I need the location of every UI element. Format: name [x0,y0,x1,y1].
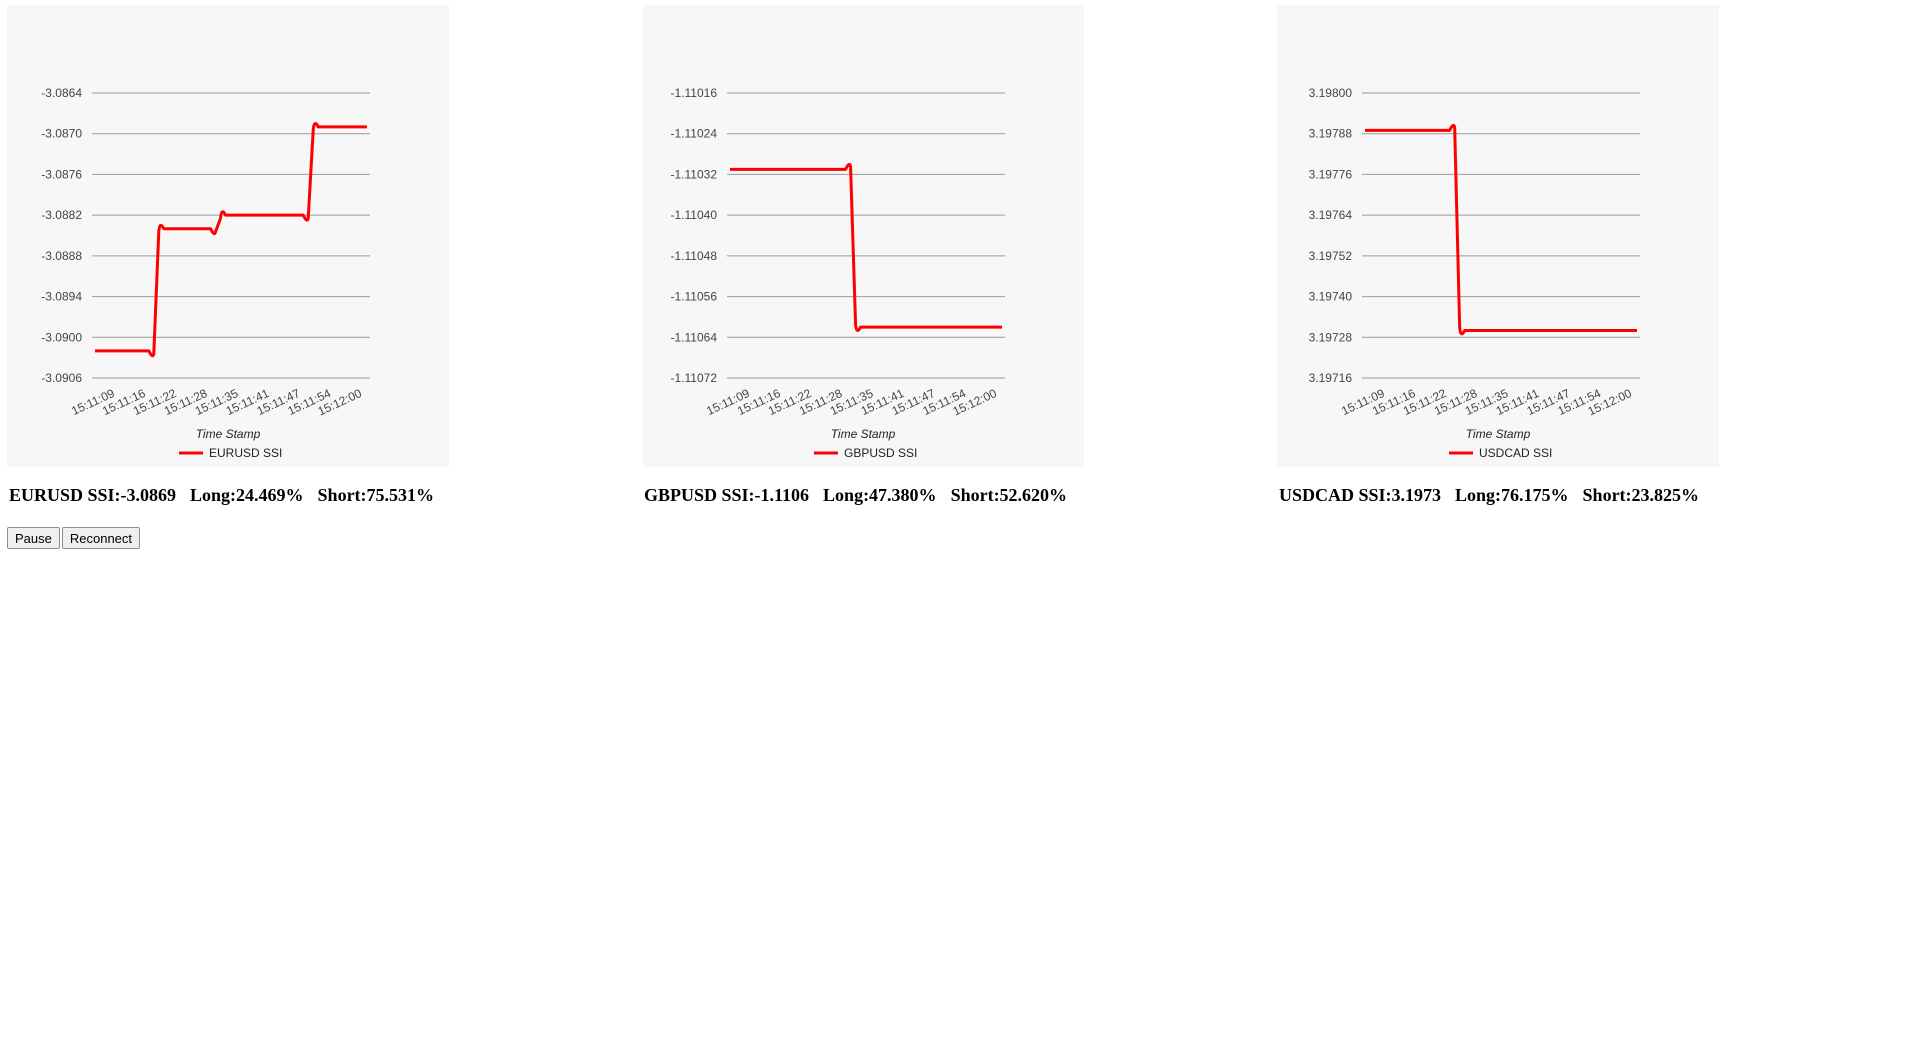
y-tick-label: -1.11024 [671,127,718,141]
y-tick-label: -3.0882 [41,208,82,222]
ssi-value: GBPUSD SSI:-1.1106 [644,485,810,505]
y-tick-label: -3.0906 [41,371,82,385]
y-tick-label: -3.0864 [41,86,82,100]
chart-gbpusd: -1.11016 -1.11024 -1.11032 -1.11040 -1.11048… [642,5,1084,467]
pause-button[interactable]: Pause [7,527,60,549]
x-axis-title: Time Stamp [1466,427,1531,441]
y-tick-label: -3.0876 [41,167,82,181]
reconnect-button[interactable]: Reconnect [61,527,141,549]
y-tick-label: -1.11056 [671,290,718,304]
y-tick-label: -1.11016 [671,86,718,100]
x-axis-title: Time Stamp [196,427,261,441]
series-line [1365,123,1637,336]
short-value: Short:52.620% [950,485,1068,505]
long-value: Long:76.175% [1455,485,1569,505]
controls-bar: Pause Reconnect [7,527,142,549]
legend-label: GBPUSD SSI [844,446,917,460]
y-tick-label: -1.11064 [671,330,718,344]
series-line [730,162,1002,332]
chart-svg-eurusd: -3.0864 -3.0870 -3.0876 -3.0882 -3.0888 -3.08… [41,86,370,460]
y-tick-label: -1.11040 [671,208,718,222]
y-tick-label: 3.19728 [1309,330,1353,344]
chart-eurusd: -3.0864 -3.0870 -3.0876 -3.0882 -3.0888 -3.08… [7,5,449,467]
chart-usdcad: 3.19800 3.19788 3.19776 3.19764 3.19752 3.197… [1277,5,1719,467]
stats-usdcad: USDCAD SSI:3.1973 Long:76.175% Short:23.82… [1277,485,1719,506]
chart-panel-gbpusd: -1.11016 -1.11024 -1.11032 -1.11040 -1.11048… [642,5,1084,506]
x-axis-title: Time Stamp [831,427,896,441]
y-tick-label: 3.19788 [1309,127,1353,141]
y-tick-label: 3.19716 [1309,371,1353,385]
stats-gbpusd: GBPUSD SSI:-1.1106 Long:47.380% Short:52.6… [642,485,1084,506]
y-tick-label: 3.19800 [1309,86,1353,100]
ssi-value: EURUSD SSI:-3.0869 [9,485,177,505]
y-tick-label: 3.19764 [1309,208,1353,222]
short-value: Short:23.825% [1582,485,1700,505]
series-line [95,122,367,358]
long-value: Long:24.469% [190,485,304,505]
y-tick-label: -1.11072 [671,371,718,385]
stats-eurusd: EURUSD SSI:-3.0869 Long:24.469% Short:75.5… [7,485,449,506]
y-tick-label: -3.0888 [41,249,82,263]
y-tick-label: 3.19740 [1309,290,1353,304]
legend-label: EURUSD SSI [209,446,282,460]
ssi-value: USDCAD SSI:3.1973 [1279,485,1442,505]
y-tick-label: -3.0870 [41,127,82,141]
y-tick-label: 3.19752 [1309,249,1353,263]
y-tick-label: -1.11048 [671,249,718,263]
y-tick-label: -3.0900 [41,330,82,344]
y-tick-label: -3.0894 [41,290,82,304]
long-value: Long:47.380% [823,485,937,505]
y-tick-label: 3.19776 [1309,167,1353,181]
chart-panel-eurusd: -3.0864 -3.0870 -3.0876 -3.0882 -3.0888 -3.08… [7,5,449,506]
chart-svg-usdcad: 3.19800 3.19788 3.19776 3.19764 3.19752 3.197… [1309,86,1640,460]
y-tick-label: -1.11032 [671,167,718,181]
chart-panel-usdcad: 3.19800 3.19788 3.19776 3.19764 3.19752 3.197… [1277,5,1719,506]
chart-svg-gbpusd: -1.11016 -1.11024 -1.11032 -1.11040 -1.11048… [671,86,1005,460]
short-value: Short:75.531% [317,485,435,505]
legend-label: USDCAD SSI [1479,446,1552,460]
